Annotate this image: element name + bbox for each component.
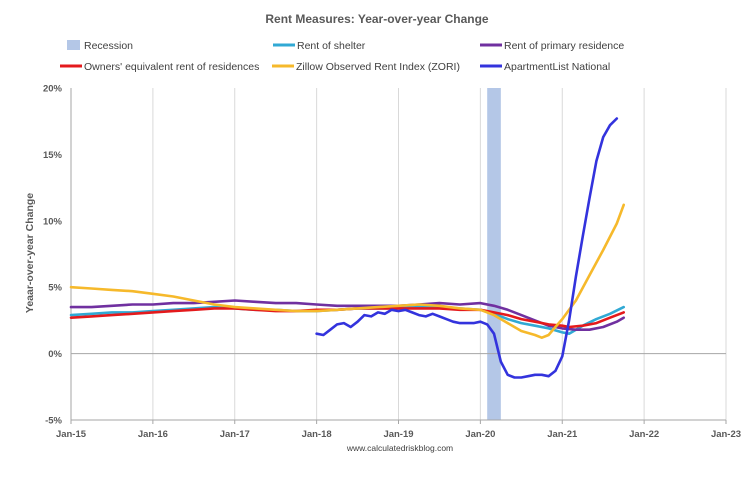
legend-item-rent-of-shelter: Rent of shelter <box>273 40 366 52</box>
legend-item-rent-of-primary-residence: Rent of primary residence <box>480 40 624 52</box>
y-tick-label: 15% <box>43 150 63 161</box>
y-tick-label: 0% <box>48 349 62 360</box>
axes <box>70 88 727 424</box>
series-line-owners-equivalent-rent-of-residences <box>69 307 625 329</box>
series-line-apartmentlist-national <box>315 117 619 379</box>
legend-label-zori: Zillow Observed Rent Index (ZORI) <box>296 61 460 73</box>
x-tick-label: Jan-15 <box>56 429 87 440</box>
plot-area: -5%0%5%10%15%20% Jan-15 Jan-16 Jan-17 Jan-1… <box>43 84 741 441</box>
chart-title: Rent Measures: Year-over-year Change <box>265 12 489 26</box>
legend-label-rent-of-primary-residence: Rent of primary residence <box>504 40 624 52</box>
legend-label-recession: Recession <box>84 40 133 52</box>
x-tick-label: Jan-18 <box>302 429 332 440</box>
x-tick-label: Jan-20 <box>465 429 495 440</box>
legend-item-recession: Recession <box>67 40 133 52</box>
gridlines <box>152 88 727 420</box>
legend-item-apartmentlist: ApartmentList National <box>480 61 610 73</box>
y-tick-label: -5% <box>45 416 62 427</box>
y-tick-label: 10% <box>43 216 63 227</box>
recession-band-layer <box>487 88 501 420</box>
legend: Recession Rent of shelter Rent of primar… <box>60 40 624 73</box>
series-lines <box>69 117 625 379</box>
x-tick-label: Jan-16 <box>138 429 168 440</box>
source-credit: www.calculatedriskblog.com <box>346 443 453 453</box>
x-tick-label: Jan-22 <box>629 429 659 440</box>
y-tick-label: 5% <box>48 283 62 294</box>
x-tick-label: Jan-23 <box>711 429 741 440</box>
y-axis-label: Yeaar-over-year Change <box>24 193 36 313</box>
legend-label-owners-equivalent-rent: Owners' equivalent rent of residences <box>84 61 259 73</box>
legend-swatch-recession <box>67 40 80 50</box>
x-tick-label: Jan-21 <box>547 429 578 440</box>
x-tick-label: Jan-19 <box>383 429 413 440</box>
series-line-zillow-observed-rent-index-zori <box>69 203 625 339</box>
legend-item-zori: Zillow Observed Rent Index (ZORI) <box>272 61 460 73</box>
legend-label-apartmentlist: ApartmentList National <box>504 61 610 73</box>
y-tick-labels: -5% 0% 5% 10% 15% 20% <box>43 84 63 427</box>
y-tick-label: 20% <box>43 84 63 95</box>
recession-band <box>487 88 501 420</box>
x-tick-labels: Jan-15 Jan-16 Jan-17 Jan-18 Jan-19 Jan-20 Jan-… <box>56 429 741 440</box>
legend-item-owners-equivalent-rent: Owners' equivalent rent of residences <box>60 61 259 73</box>
legend-label-rent-of-shelter: Rent of shelter <box>297 40 366 52</box>
x-tick-label: Jan-17 <box>220 429 250 440</box>
